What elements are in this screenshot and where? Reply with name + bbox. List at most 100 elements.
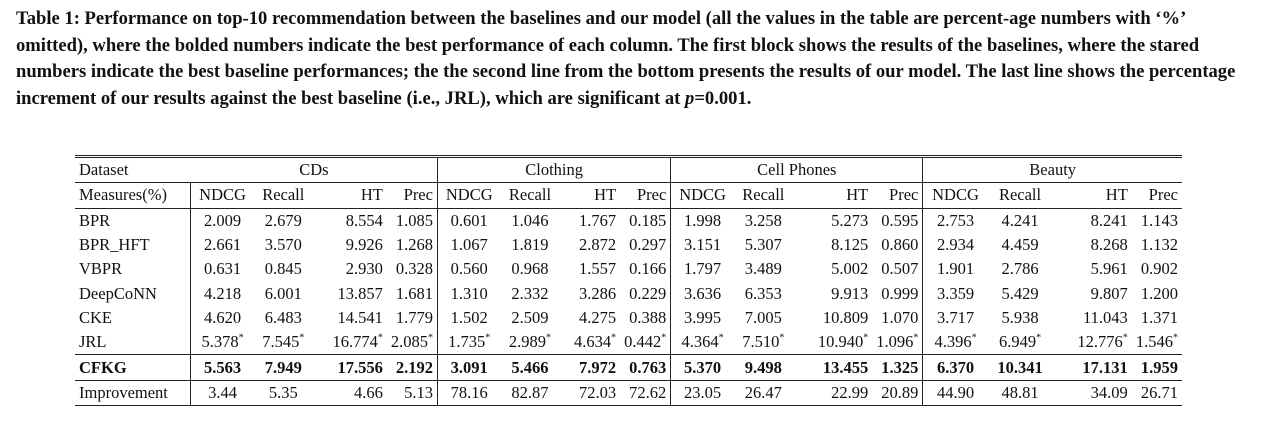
cell-value: 9.913 [831,283,869,303]
cell-value: 9.498 [744,357,782,377]
cell-value: 23.05 [684,382,722,402]
table-cell: 1.070 [872,305,924,331]
cell-value: 10.341 [997,357,1043,377]
table-cell: 9.926 [313,233,387,257]
cell-value: 5.961 [1090,259,1128,279]
cell-value: 1.132 [1140,235,1178,255]
cell-value: 0.507 [881,259,919,279]
cell-value: 2.509 [511,307,549,327]
cell-value: 4.459 [1001,235,1039,255]
cell-value: 3.44 [208,382,237,402]
cell-value: 4.364 [681,332,719,352]
cell-value: 3.359 [936,283,975,303]
table-cell: 10.341 [987,354,1053,381]
table-cell: 3.151 [671,233,734,257]
table-cell: 5.938 [988,306,1053,330]
table-cell: 2.332 [501,281,560,305]
table-cell: 1.143 [1131,207,1182,233]
table-cell: 10.940* [793,330,872,355]
table-cell: 0.845 [254,257,313,281]
row-label: DeepCoNN [75,281,192,306]
cell-value: 72.03 [579,382,617,402]
table-cell: 17.556 [312,354,387,381]
cell-value: 5.002 [831,259,869,279]
row-label: BPR [75,207,192,233]
table-cell: 14.541 [313,306,387,330]
table-cell: 1.779 [386,305,438,331]
cell-value: 3.151 [684,235,722,255]
table-cell: 4.241 [987,207,1053,233]
table-cell: 1.959 [1131,354,1182,381]
cell-value: 0.845 [264,259,302,279]
dataset-header: Clothing [437,156,672,183]
metric-header: Recall [987,182,1053,209]
cell-value: 1.819 [511,235,549,255]
table-row: CKE 4.620 6.483 14.541 1.779 1.502 2.509 4.275 0… [75,305,1182,331]
cell-value: 1.070 [881,307,919,327]
cell-value: 1.268 [395,235,433,255]
table-cell: 6.353 [734,281,793,305]
cell-value: 3.489 [744,259,782,279]
cell-value: 0.860 [881,235,919,255]
table-cell: 0.507 [872,257,924,282]
cell-value: 0.297 [629,235,667,255]
cell-value: 2.009 [203,210,242,230]
table-cell: 2.989* [501,330,560,355]
best-baseline-star: * [971,332,977,344]
cell-value: 1.681 [395,283,433,303]
best-baseline-star: * [661,332,667,344]
table-cell: 1.797 [671,257,734,281]
cell-value: 1.767 [579,210,617,230]
cell-value: 0.388 [629,307,667,327]
table-cell: 5.35 [253,379,313,406]
cell-value: 0.560 [450,259,488,279]
metric-header: NDCG [670,182,734,209]
measures-label: Measures(%) [75,182,192,209]
cell-value: 3.995 [684,307,722,327]
table-cell: 6.949* [988,330,1053,355]
cell-value: 4.634 [574,332,612,352]
table-cell: 4.459 [988,233,1053,257]
metric-header: HT [1052,182,1132,209]
table-label: Table 1: [16,8,80,29]
dataset-label: Dataset [75,156,191,183]
cell-value: 0.442 [624,332,662,352]
table-cell: 0.185 [620,207,672,233]
cell-value: 5.370 [684,357,722,377]
row-label: CKE [75,305,192,331]
table-cell: 2.872 [559,233,620,257]
cell-value: 4.620 [203,307,242,327]
table-cell: 1.325 [872,354,924,381]
cell-value: 4.396 [934,332,972,352]
cell-value: 5.13 [404,382,433,402]
table-cell: 4.364* [671,330,734,355]
table-cell: 7.972 [559,354,621,381]
cell-value: 5.378 [201,332,239,352]
row-label: JRL [75,330,192,355]
cell-value: 1.546 [1135,332,1173,352]
cell-value: 1.046 [511,210,549,230]
table-cell: 1.546* [1132,330,1182,355]
table-cell: 1.096* [872,330,924,355]
table-cell: 9.807 [1052,281,1131,305]
cell-value: 7.510 [742,332,780,352]
table-cell: 2.661 [191,233,254,257]
cell-value: 1.797 [684,259,722,279]
best-baseline-star: * [718,332,724,344]
cell-value: 11.043 [1083,307,1128,327]
table-cell: 5.466 [500,354,560,381]
best-baseline-star: * [1173,332,1178,344]
table-cell: 3.359 [923,281,988,305]
cell-value: 0.185 [629,210,667,230]
metric-header: HT [312,182,387,209]
row-label: VBPR [75,257,192,282]
row-label: BPR_HFT [75,232,192,258]
table-cell: 2.192 [386,354,438,381]
cell-value: 1.143 [1140,210,1178,230]
table-cell: 22.99 [792,379,873,406]
cell-value: 22.99 [831,382,869,402]
table-row: BPR_HFT 2.661 3.570 9.926 1.268 1.067 1.819 2.8… [75,232,1182,258]
cell-value: 3.091 [450,357,488,377]
table-cell: 3.44 [190,379,254,406]
table-cell: 8.125 [793,233,872,257]
